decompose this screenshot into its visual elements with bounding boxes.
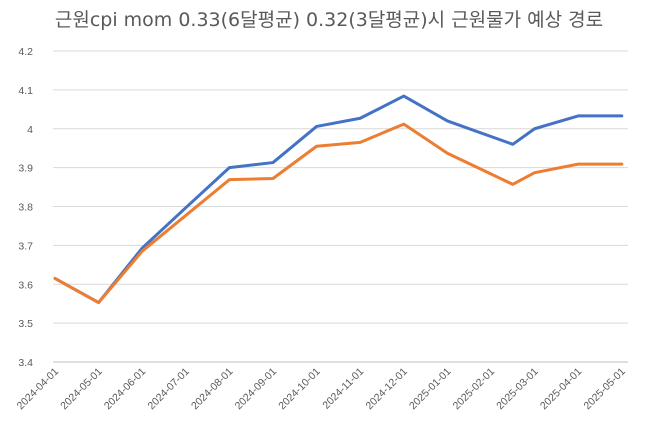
data-point bbox=[359, 117, 362, 120]
data-point bbox=[141, 246, 144, 250]
series-2 bbox=[53, 122, 624, 305]
y-tick-label: 3.8 bbox=[18, 202, 33, 214]
data-point bbox=[533, 171, 536, 174]
data-point bbox=[533, 127, 536, 130]
x-tick-label: 2024-08-01 bbox=[189, 366, 236, 413]
x-tick-label: 2024-11-01 bbox=[320, 366, 366, 412]
y-tick-label: 4.2 bbox=[18, 46, 33, 58]
data-point bbox=[315, 145, 318, 148]
data-point bbox=[184, 214, 187, 217]
y-tick-label: 3.6 bbox=[18, 279, 33, 291]
x-tick-label: 2024-07-01 bbox=[145, 366, 192, 413]
x-tick-label: 2025-05-01 bbox=[581, 366, 628, 413]
x-tick-label: 2025-04-01 bbox=[538, 366, 585, 413]
data-point bbox=[402, 94, 405, 98]
series-1 bbox=[53, 94, 624, 305]
y-axis-tick-labels: 3.4 3.5 3.6 3.7 3.8 3.9 4 4.1 4.2 bbox=[18, 46, 33, 369]
data-point bbox=[53, 277, 57, 280]
data-point bbox=[577, 114, 580, 118]
data-point bbox=[271, 161, 275, 164]
x-tick-label: 2025-01-01 bbox=[407, 366, 454, 413]
data-point bbox=[446, 152, 449, 155]
y-tick-label: 3.9 bbox=[18, 163, 33, 175]
x-tick-label: 2024-04-01 bbox=[15, 366, 62, 413]
data-point bbox=[402, 122, 405, 126]
data-point bbox=[184, 206, 187, 209]
y-tick-label: 3.4 bbox=[18, 357, 33, 369]
x-axis-tick-labels: 2024-04-012024-05-012024-06-012024-07-01… bbox=[15, 366, 628, 413]
y-tick-label: 4 bbox=[27, 124, 33, 136]
gridlines bbox=[53, 50, 628, 363]
series-lines bbox=[53, 94, 624, 305]
x-tick-label: 2024-10-01 bbox=[276, 366, 323, 413]
data-point bbox=[620, 162, 623, 166]
data-point bbox=[577, 162, 580, 166]
y-tick-label: 3.5 bbox=[18, 318, 33, 330]
x-tick-label: 2025-03-01 bbox=[494, 366, 541, 413]
series-line bbox=[53, 94, 624, 305]
data-point bbox=[315, 125, 318, 128]
data-point bbox=[620, 114, 623, 118]
data-point bbox=[228, 178, 231, 181]
y-tick-label: 3.7 bbox=[18, 240, 33, 252]
x-tick-label: 2024-06-01 bbox=[102, 366, 149, 413]
data-point bbox=[511, 183, 514, 186]
x-tick-label: 2024-05-01 bbox=[58, 366, 105, 413]
data-point bbox=[511, 143, 514, 146]
data-point bbox=[228, 166, 231, 169]
data-point bbox=[141, 250, 144, 253]
data-point bbox=[97, 301, 100, 304]
chart-title: 근원cpi mom 0.33(6달평균) 0.32(3달평균)시 근원물가 예상… bbox=[55, 9, 603, 31]
x-tick-label: 2024-12-01 bbox=[363, 366, 410, 413]
data-point bbox=[271, 177, 275, 180]
data-point bbox=[359, 141, 362, 144]
series-line bbox=[53, 122, 624, 305]
x-tick-label: 2024-09-01 bbox=[233, 366, 280, 413]
x-tick-label: 2025-02-01 bbox=[451, 366, 498, 413]
data-point bbox=[446, 119, 449, 123]
y-tick-label: 4.1 bbox=[18, 85, 33, 97]
